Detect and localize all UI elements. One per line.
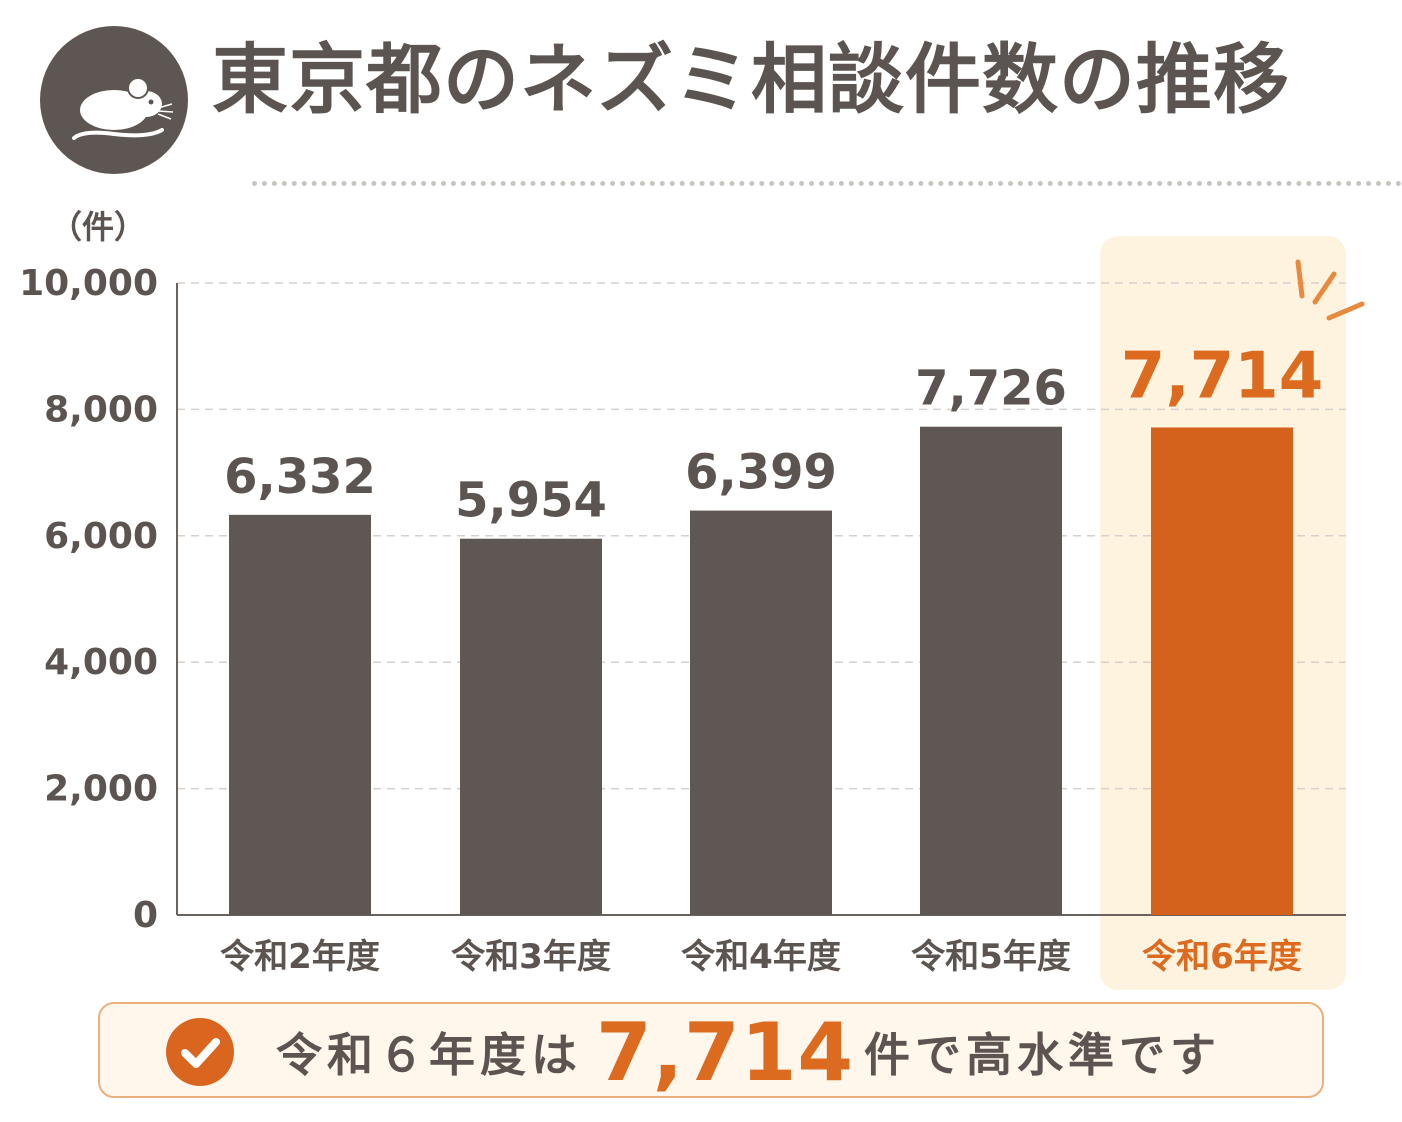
value-label: 6,399 bbox=[685, 445, 837, 501]
summary-text: 令和６年度は 7,714 件で高水準です bbox=[276, 1004, 1221, 1100]
y-tick-label: 8,000 bbox=[44, 389, 158, 430]
x-tick-label: 令和3年度 bbox=[451, 937, 611, 977]
x-tick-label: 令和5年度 bbox=[911, 937, 1071, 977]
y-tick-label: 0 bbox=[133, 895, 158, 936]
y-tick-labels: 0 2,000 4,000 6,000 8,000 10,000 bbox=[19, 263, 158, 936]
summary-number: 7,714 bbox=[596, 1005, 855, 1099]
bar bbox=[1151, 427, 1293, 915]
summary-callout: 令和６年度は 7,714 件で高水準です bbox=[98, 1002, 1324, 1100]
value-label: 6,332 bbox=[224, 449, 376, 505]
page-title: 東京都のネズミ相談件数の推移 bbox=[212, 35, 1290, 124]
bars bbox=[229, 426, 1293, 915]
summary-suffix: 件で高水準です bbox=[864, 1028, 1222, 1082]
value-label: 7,726 bbox=[915, 361, 1067, 417]
value-labels: 6,332 5,954 6,399 7,726 7,714 bbox=[224, 339, 1323, 528]
x-tick-label: 令和4年度 bbox=[681, 937, 841, 977]
bar bbox=[229, 514, 371, 915]
value-label: 7,714 bbox=[1121, 339, 1323, 413]
y-tick-label: 6,000 bbox=[44, 516, 158, 557]
x-tick-label: 令和2年度 bbox=[220, 937, 380, 977]
y-tick-label: 10,000 bbox=[19, 263, 158, 304]
summary-prefix: 令和６年度は bbox=[276, 1028, 582, 1082]
bar bbox=[920, 426, 1062, 915]
y-tick-label: 4,000 bbox=[44, 642, 158, 683]
y-axis-unit-label: （件） bbox=[50, 208, 146, 246]
value-label: 5,954 bbox=[455, 473, 607, 529]
title-divider bbox=[252, 181, 1402, 186]
sparkle-icon bbox=[1295, 259, 1365, 321]
x-tick-label: 令和6年度 bbox=[1142, 937, 1302, 977]
bar bbox=[690, 510, 832, 915]
y-tick-label: 2,000 bbox=[44, 769, 158, 810]
mouse-icon bbox=[40, 26, 188, 174]
bar bbox=[460, 538, 602, 915]
check-icon bbox=[166, 1018, 234, 1086]
header: 東京都のネズミ相談件数の推移 bbox=[40, 24, 1402, 186]
x-tick-labels: 令和2年度 令和3年度 令和4年度 令和5年度 令和6年度 bbox=[220, 937, 1302, 977]
